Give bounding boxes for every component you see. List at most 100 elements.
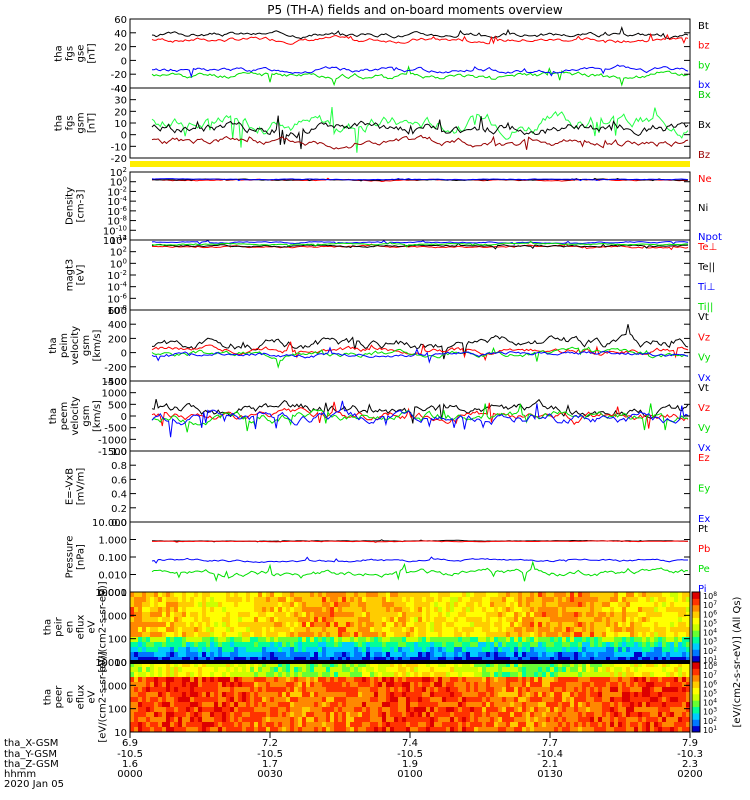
spectrogram-cell <box>602 617 607 623</box>
spectrogram-cell <box>434 662 439 668</box>
spectrogram-cell <box>418 637 423 643</box>
spectrogram-cell <box>534 727 539 733</box>
spectrogram-cell <box>134 692 139 698</box>
spectrogram-cell <box>154 702 159 708</box>
spectrogram-cell <box>586 667 591 673</box>
spectrogram-cell <box>470 722 475 728</box>
spectrogram-cell <box>146 607 151 613</box>
spectrogram-cell <box>650 712 655 718</box>
spectrogram-cell <box>186 627 191 633</box>
spectrogram-cell <box>490 727 495 733</box>
spectrogram-cell <box>230 677 235 683</box>
spectrogram-cell <box>570 727 575 733</box>
spectrogram-cell <box>458 707 463 713</box>
spectrogram-cell <box>238 592 243 598</box>
spectrogram-cell <box>478 617 483 623</box>
spectrogram-cell <box>386 617 391 623</box>
spectrogram-cell <box>158 717 163 723</box>
spectrogram-cell <box>662 632 667 638</box>
spectrogram-cell <box>378 682 383 688</box>
spectrogram-cell <box>570 712 575 718</box>
spectrogram-cell <box>598 627 603 633</box>
spectrogram-cell <box>430 702 435 708</box>
spectrogram-cell <box>350 692 355 698</box>
spectrogram-cell <box>606 597 611 603</box>
spectrogram-cell <box>478 717 483 723</box>
spectrogram-cell <box>130 617 135 623</box>
spectrogram-cell <box>426 722 431 728</box>
spectrogram-cell <box>390 607 395 613</box>
spectrogram-cell <box>590 712 595 718</box>
spectrogram-cell <box>674 627 679 633</box>
spectrogram-cell <box>510 687 515 693</box>
series-line-pressure-1 <box>152 540 688 543</box>
spectrogram-cell <box>642 702 647 708</box>
spectrogram-cell <box>346 682 351 688</box>
spectrogram-cell <box>450 632 455 638</box>
spectrogram-cell <box>442 597 447 603</box>
spectrogram-cell <box>158 592 163 598</box>
spectrogram-cell <box>206 642 211 648</box>
spectrogram-cell <box>570 722 575 728</box>
spectrogram-cell <box>318 592 323 598</box>
spectrogram-cell <box>450 692 455 698</box>
spectrogram-cell <box>238 707 243 713</box>
spectrogram-cell <box>462 612 467 618</box>
spectrogram-cell <box>598 592 603 598</box>
spectrogram-cell <box>490 712 495 718</box>
spectrogram-cell <box>258 612 263 618</box>
spectrogram-cell <box>602 647 607 653</box>
spectrogram-cell <box>138 672 143 678</box>
spectrogram-cell <box>326 652 331 658</box>
spectrogram-cell <box>194 707 199 713</box>
spectrogram-cell <box>610 592 615 598</box>
spectrogram-cell <box>198 722 203 728</box>
spectrogram-cell <box>350 617 355 623</box>
spectrogram-cell <box>278 672 283 678</box>
spectrogram-cell <box>158 652 163 658</box>
spectrogram-cell <box>142 697 147 703</box>
spectrogram-cell <box>530 617 535 623</box>
spectrogram-cell <box>230 627 235 633</box>
spectrogram-cell <box>198 652 203 658</box>
spectrogram-cell <box>318 702 323 708</box>
spectrogram-cell <box>630 692 635 698</box>
spectrogram-cell <box>362 602 367 608</box>
spectrogram-cell <box>602 692 607 698</box>
spectrogram-cell <box>534 667 539 673</box>
spectrogram-cell <box>438 697 443 703</box>
spectrogram-cell <box>150 712 155 718</box>
spectrogram-cell <box>590 722 595 728</box>
spectrogram-cell <box>434 667 439 673</box>
spectrogram-cell <box>442 602 447 608</box>
spectrogram-cell <box>206 727 211 733</box>
spectrogram-cell <box>266 602 271 608</box>
spectrogram-cell <box>602 712 607 718</box>
spectrogram-cell <box>214 662 219 668</box>
spectrogram-cell <box>634 622 639 628</box>
spectrogram-cell <box>434 602 439 608</box>
spectrogram-cell <box>510 717 515 723</box>
spectrogram-cell <box>686 612 691 618</box>
spectrogram-cell <box>150 657 155 663</box>
spectrogram-cell <box>186 717 191 723</box>
spectrogram-cell <box>598 617 603 623</box>
spectrogram-cell <box>246 672 251 678</box>
spectrogram-cell <box>326 712 331 718</box>
spectrogram-cell <box>342 712 347 718</box>
spectrogram-cell <box>142 722 147 728</box>
spectrogram-cell <box>318 612 323 618</box>
spectrogram-cell <box>182 632 187 638</box>
spectrogram-cell <box>390 682 395 688</box>
spectrogram-cell <box>450 657 455 663</box>
spectrogram-cell <box>486 612 491 618</box>
spectrogram-cell <box>622 597 627 603</box>
spectrogram-cell <box>334 627 339 633</box>
spectrogram-cell <box>370 632 375 638</box>
spectrogram-cell <box>474 597 479 603</box>
spectrogram-cell <box>410 667 415 673</box>
spectrogram-cell <box>666 612 671 618</box>
spectrogram-cell <box>562 632 567 638</box>
spectrogram-cell <box>198 612 203 618</box>
spectrogram-cell <box>522 637 527 643</box>
